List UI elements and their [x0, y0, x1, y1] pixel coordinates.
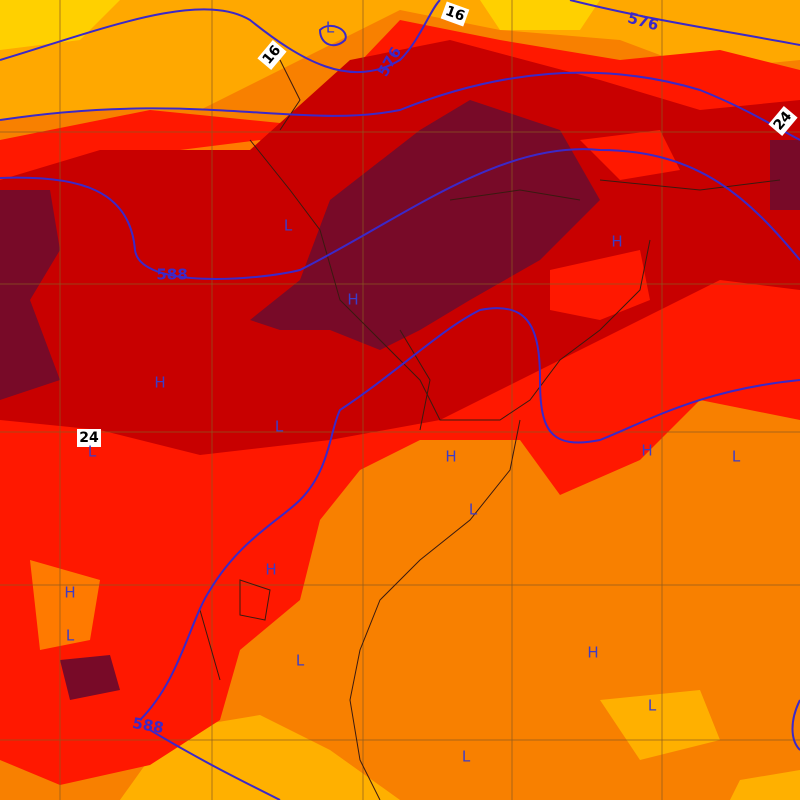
thickness-text: 24 — [79, 430, 99, 446]
height-contour — [139, 307, 800, 721]
pressure-mark: H — [445, 448, 456, 466]
label-box — [257, 40, 287, 70]
warm-band — [0, 0, 800, 120]
pressure-mark: H — [587, 644, 598, 662]
coastline — [249, 139, 651, 421]
pressure-mark: H — [611, 233, 622, 251]
label-box — [77, 429, 101, 447]
label-box — [768, 106, 798, 136]
warm-patch — [20, 555, 800, 800]
pressure-mark: H — [154, 374, 165, 392]
height-contour — [0, 71, 800, 141]
label-box — [440, 1, 470, 27]
pressure-mark: L — [88, 443, 97, 461]
thickness-label: 16 — [440, 1, 470, 27]
coastline — [199, 59, 431, 681]
thickness-text: 16 — [443, 3, 467, 25]
coastline — [349, 419, 521, 800]
pressure-mark: L — [469, 501, 478, 519]
height-contour — [0, 148, 800, 280]
pressure-mark: L — [732, 448, 741, 466]
pressure-mark: H — [64, 584, 75, 602]
height-contour — [0, 0, 800, 74]
pressure-mark: L — [284, 217, 293, 235]
pressure-mark: H — [347, 291, 358, 309]
extreme-region — [0, 100, 800, 700]
pressure-mark: L — [326, 19, 335, 37]
pressure-mark: L — [66, 627, 75, 645]
height-label: 588 — [131, 714, 165, 737]
thickness-label: 24 — [77, 429, 101, 447]
hot-patch — [550, 130, 680, 320]
pressure-mark: H — [641, 442, 652, 460]
height-contour — [149, 24, 800, 800]
pressure-mark: L — [296, 652, 305, 670]
pressure-mark: L — [648, 697, 657, 715]
coastline — [449, 179, 781, 201]
pressure-mark: L — [275, 418, 284, 436]
pressure-mark: L — [462, 748, 471, 766]
pressure-mark: H — [265, 561, 276, 579]
height-label: 588 — [156, 266, 187, 284]
coastlines — [199, 59, 781, 800]
